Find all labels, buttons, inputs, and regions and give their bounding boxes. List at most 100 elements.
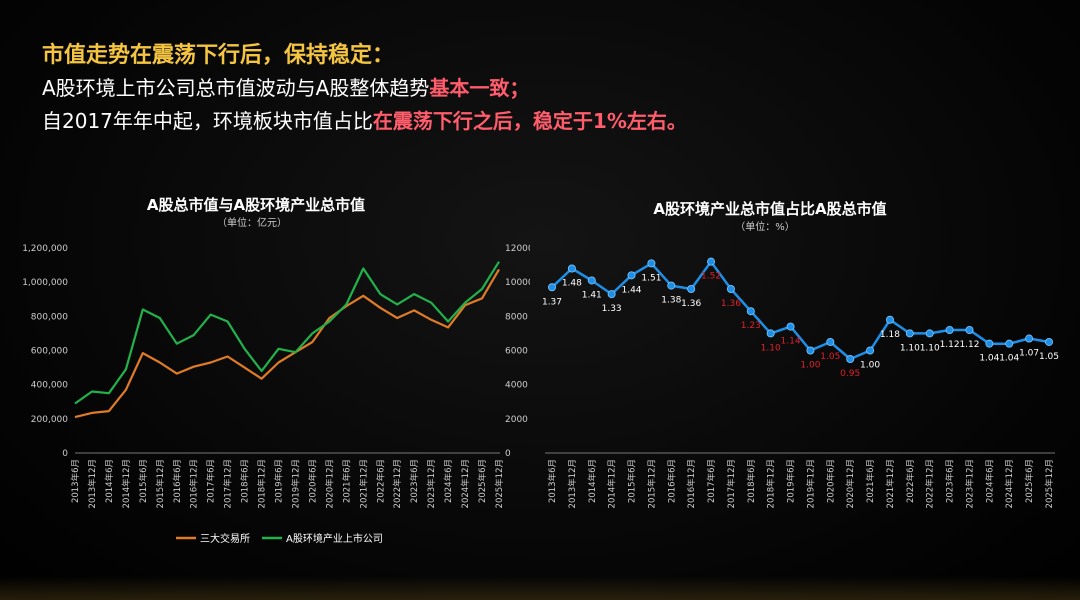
- data-label: 1.10: [761, 343, 781, 353]
- chart1-x-tick: 2025年12月: [494, 459, 505, 508]
- chart1-x-tick: 2020年6月: [307, 459, 318, 503]
- chart1-x-tick: 2019年12月: [290, 459, 301, 508]
- chart2-x-tick: 2024年6月: [984, 459, 995, 503]
- data-point: [707, 257, 716, 266]
- data-label: 1.00: [800, 361, 820, 371]
- chart2-x-tick: 2020年6月: [825, 459, 836, 503]
- chart1-title: A股总市值与A股环境产业总市值: [147, 196, 365, 214]
- chart2-x-tick: 2017年12月: [726, 459, 737, 508]
- data-point: [687, 285, 696, 294]
- chart2-x-tick: 2015年6月: [627, 459, 638, 503]
- data-label: 1.05: [820, 352, 840, 362]
- data-point: [1025, 334, 1034, 343]
- text-line-1: A股环境上市公司总市值波动与A股整体趋势基本一致；: [42, 72, 687, 105]
- series-line-env-companies: [74, 261, 500, 405]
- data-point: [726, 285, 735, 294]
- chart1-legend: 三大交易所 A股环境产业上市公司: [176, 532, 383, 545]
- chart1-left-tick: 800,000: [31, 312, 68, 322]
- data-label: 1.04: [979, 354, 999, 364]
- data-point: [945, 325, 954, 334]
- data-label: 1.38: [661, 296, 681, 306]
- chart2-x-tick: 2013年6月: [547, 459, 558, 503]
- chart1-right-tick: 6000: [505, 347, 528, 357]
- chart2-x-tick: 2019年12月: [805, 459, 816, 508]
- chart1-x-tick: 2018年6月: [240, 459, 251, 503]
- data-point: [846, 355, 855, 364]
- chart1-subtitle: （单位：亿元）: [217, 216, 287, 229]
- chart2-title: A股环境产业总市值占比A股总市值: [653, 200, 886, 218]
- chart1-x-tick: 2022年6月: [375, 459, 386, 503]
- chart2-x-tick: 2022年12月: [925, 459, 936, 508]
- chart1-x-tick: 2024年12月: [460, 459, 471, 508]
- data-point: [647, 259, 656, 268]
- data-point: [1044, 337, 1053, 346]
- data-label: 1.33: [602, 304, 622, 314]
- data-point: [607, 290, 616, 299]
- text-line-2: 自2017年年中起，环境板块市值占比在震荡下行之后，稳定于1%左右。: [42, 105, 687, 138]
- chart1-left-tick: 0: [62, 449, 68, 459]
- chart2-x-tick: 2013年12月: [567, 459, 578, 508]
- data-label: 1.05: [1039, 352, 1059, 362]
- chart1-right-tick: 2000: [505, 415, 528, 425]
- chart1-x-tick: 2014年6月: [104, 459, 115, 503]
- data-label: 1.48: [562, 279, 582, 289]
- market-cap-chart: A股总市值与A股环境产业总市值 （单位：亿元） 0 200,000 400,000 6…: [22, 196, 530, 545]
- chart2-x-tick: 2017年6月: [706, 459, 717, 503]
- chart1-x-tick: 2021年12月: [358, 459, 369, 508]
- chart1-left-tick: 600,000: [31, 347, 68, 357]
- data-point: [885, 315, 894, 324]
- data-point: [965, 325, 974, 334]
- data-label: 1.44: [621, 285, 641, 295]
- data-point: [766, 329, 775, 338]
- chart1-x-tick: 2015年6月: [138, 459, 149, 503]
- data-label: 1.52: [701, 272, 721, 282]
- chart1-left-tick: 1,200,000: [22, 244, 68, 254]
- chart1-x-tick: 2019年6月: [274, 459, 285, 503]
- chart1-x-tick: 2020年12月: [324, 459, 335, 508]
- legend-label-env: A股环境产业上市公司: [286, 532, 383, 545]
- text-line-2-normal: 自2017年年中起，环境板块市值占比: [42, 109, 373, 133]
- chart1-left-tick: 200,000: [31, 415, 68, 425]
- chart1-right-tick: 4000: [505, 381, 528, 391]
- chart2-x-tick: 2018年6月: [746, 459, 757, 503]
- chart2-x-tick: 2016年12月: [686, 459, 697, 508]
- chart1-x-tick: 2018年12月: [257, 459, 268, 508]
- data-label: 1.10: [920, 343, 940, 353]
- chart1-x-tick: 2022年12月: [392, 459, 403, 508]
- data-point: [587, 276, 596, 285]
- text-line-2-highlight: 在震荡下行之后，稳定于1%左右。: [372, 109, 687, 133]
- text-line-1-highlight: 基本一致；: [429, 76, 530, 100]
- glitter-decoration: [0, 576, 1080, 600]
- data-label: 1.10: [900, 343, 920, 353]
- chart2-x-tick: 2025年12月: [1044, 459, 1055, 508]
- data-label: 1.23: [741, 321, 761, 331]
- data-label: 1.04: [999, 354, 1019, 364]
- chart1-x-tick: 2023年12月: [426, 459, 437, 508]
- data-point: [667, 281, 676, 290]
- data-label: 1.41: [582, 290, 602, 300]
- env-ratio-chart: A股环境产业总市值占比A股总市值 （单位：%） 2013年6月 2013年12月 2…: [542, 200, 1059, 508]
- chart2-x-tick: 2019年6月: [786, 459, 797, 503]
- chart2-x-tick: 2020年12月: [845, 459, 856, 508]
- chart1-x-tick: 2021年6月: [341, 459, 352, 503]
- chart2-x-tick: 2023年12月: [964, 459, 975, 508]
- chart1-right-tick: 10000: [505, 278, 530, 288]
- chart1-right-tick: 12000: [505, 244, 530, 254]
- chart1-x-tick: 2015年12月: [155, 459, 166, 508]
- data-point: [627, 271, 636, 280]
- chart2-x-tick: 2016年6月: [666, 459, 677, 503]
- chart2-subtitle: （单位：%）: [735, 220, 795, 233]
- data-point: [746, 307, 755, 316]
- chart1-x-tick: 2024年6月: [443, 459, 454, 503]
- data-point: [925, 329, 934, 338]
- chart1-right-tick: 8000: [505, 312, 528, 322]
- data-point: [806, 346, 815, 355]
- chart1-x-tick: 2014年12月: [121, 459, 132, 508]
- chart2-x-tick: 2015年12月: [646, 459, 657, 508]
- chart2-x-tick: 2025年6月: [1024, 459, 1035, 503]
- chart2-x-tick: 2021年6月: [865, 459, 876, 503]
- chart1-x-tick: 2017年6月: [206, 459, 217, 503]
- data-point: [547, 283, 556, 292]
- data-label: 0.95: [840, 369, 860, 379]
- data-point: [985, 339, 994, 348]
